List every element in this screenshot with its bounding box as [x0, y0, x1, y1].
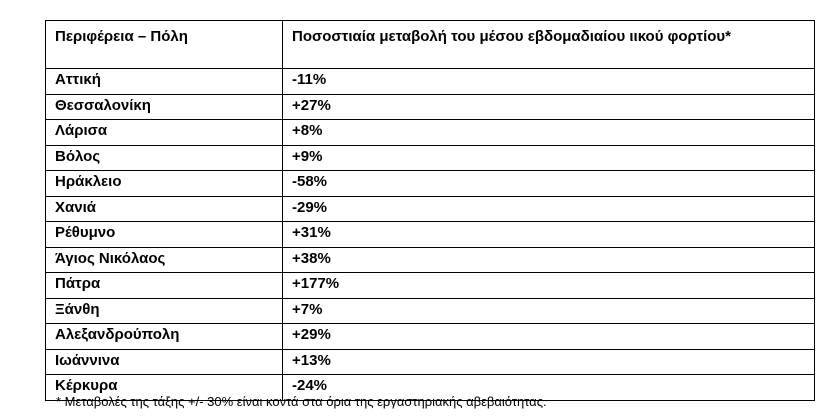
row-value: -29% — [282, 195, 815, 222]
table-row: Πάτρα +177% — [45, 272, 815, 299]
row-city: Πάτρα — [45, 272, 283, 299]
row-city: Λάρισα — [45, 119, 283, 146]
row-city: Αλεξανδρούπολη — [45, 323, 283, 350]
table-row: Άγιος Νικόλαος +38% — [45, 246, 815, 273]
row-value: +8% — [282, 119, 815, 146]
row-city: Ιωάννινα — [45, 348, 283, 375]
header-percent-change: Ποσοστιαία μεταβολή του μέσου εβδομαδιαί… — [282, 20, 815, 69]
row-value: +31% — [282, 221, 815, 248]
header-region-city: Περιφέρεια – Πόλη — [45, 20, 283, 69]
footnote: * Μεταβολές της τάξης +/- 30% είναι κοντ… — [56, 394, 547, 409]
row-city: Άγιος Νικόλαος — [45, 246, 283, 273]
header-row: Περιφέρεια – Πόλη Ποσοστιαία μεταβολή το… — [45, 20, 815, 69]
row-value: +38% — [282, 246, 815, 273]
row-value: +27% — [282, 93, 815, 120]
table-header: Περιφέρεια – Πόλη Ποσοστιαία μεταβολή το… — [45, 20, 815, 69]
viral-load-table: Περιφέρεια – Πόλη Ποσοστιαία μεταβολή το… — [45, 20, 815, 401]
table-row: Αττική -11% — [45, 68, 815, 95]
row-value: -11% — [282, 68, 815, 95]
row-value: +29% — [282, 323, 815, 350]
table-row: Ρέθυμνο +31% — [45, 221, 815, 248]
row-city: Αττική — [45, 68, 283, 95]
row-city: Βόλος — [45, 144, 283, 171]
table-body: Αττική -11% Θεσσαλονίκη +27% Λάρισα +8% … — [45, 68, 815, 401]
row-city: Χανιά — [45, 195, 283, 222]
table-row: Ξάνθη +7% — [45, 297, 815, 324]
row-value: +177% — [282, 272, 815, 299]
table-row: Θεσσαλονίκη +27% — [45, 93, 815, 120]
table-row: Βόλος +9% — [45, 144, 815, 171]
row-city: Ρέθυμνο — [45, 221, 283, 248]
row-city: Κέρκυρα — [45, 374, 283, 401]
row-value: +13% — [282, 348, 815, 375]
table-row: Λάρισα +8% — [45, 119, 815, 146]
row-city: Θεσσαλονίκη — [45, 93, 283, 120]
table-row: Χανιά -29% — [45, 195, 815, 222]
row-value: -24% — [282, 374, 815, 401]
row-city: Ξάνθη — [45, 297, 283, 324]
table-row: Κέρκυρα -24% — [45, 374, 815, 401]
table-row: Ιωάννινα +13% — [45, 348, 815, 375]
table-row: Αλεξανδρούπολη +29% — [45, 323, 815, 350]
row-value: +7% — [282, 297, 815, 324]
row-city: Ηράκλειο — [45, 170, 283, 197]
row-value: +9% — [282, 144, 815, 171]
table-row: Ηράκλειο -58% — [45, 170, 815, 197]
row-value: -58% — [282, 170, 815, 197]
